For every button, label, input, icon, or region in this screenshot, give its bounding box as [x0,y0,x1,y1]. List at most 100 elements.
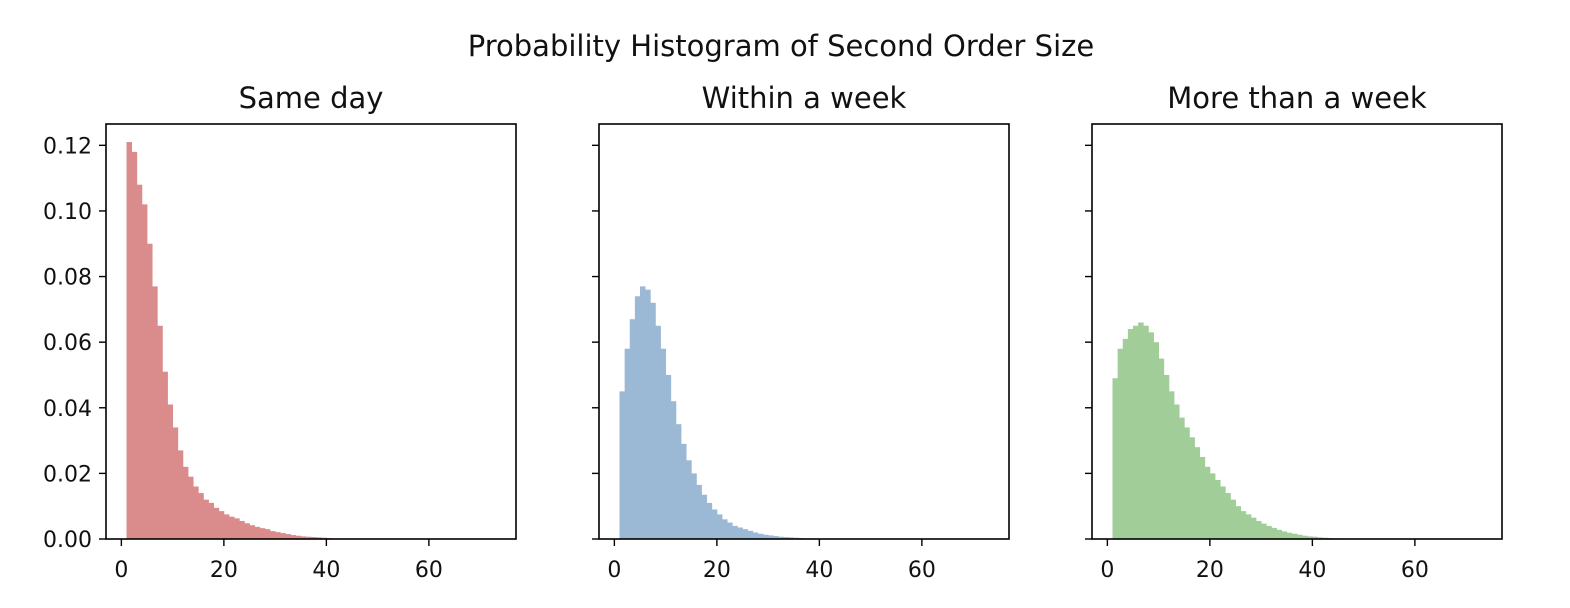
histogram-bar [152,286,158,539]
histogram-bar [634,296,641,539]
histogram-bar [1276,529,1283,539]
x-tick-label: 40 [1298,558,1326,583]
histogram-bar [650,302,656,539]
x-tick-label: 60 [908,558,936,583]
histogram-bar [1174,404,1180,539]
histogram-bar [681,443,687,539]
x-tick-label: 0 [1100,558,1114,583]
histogram-bar [270,531,276,539]
histogram-bar [1117,348,1124,539]
histogram-bar [1250,517,1257,539]
histogram-bar [1256,520,1262,539]
histogram-bar [1163,374,1170,539]
x-tick-label: 40 [805,558,833,583]
histogram-bar [157,325,163,539]
histogram-bar [229,516,235,539]
x-tick-label: 60 [1401,558,1429,583]
histogram-bar [1158,358,1165,539]
histogram-bar [1199,456,1206,539]
histogram-bar [1312,536,1318,539]
histogram-bar [167,404,174,539]
histogram-bar [147,243,153,540]
histogram-bar [686,460,692,539]
panel-more-than-a-week: More than a week 0 20 40 60 [1085,81,1503,583]
histogram-bar [316,537,322,539]
histogram-bar [1168,391,1175,539]
histogram-bar [1220,486,1226,539]
histogram-bar [660,348,667,539]
x-tick-label: 0 [607,558,621,583]
x-tick-label: 0 [114,558,128,583]
histogram-bar [747,530,754,539]
axes-frame [105,123,517,540]
histogram-bar [162,371,168,539]
histogram-bar [1189,437,1195,539]
histogram-bar [1215,479,1221,539]
axes-frame [1091,123,1503,540]
histogram-bar [691,473,697,539]
histogram-bar [1148,332,1154,539]
histogram-bar [1184,427,1190,539]
histogram-bar [768,535,774,539]
histogram-bar [1281,531,1288,539]
histogram-bar [645,289,651,539]
histogram-bar [1266,525,1272,539]
histogram-bar [1291,533,1298,539]
histogram-bar [1138,322,1144,539]
histogram-bar [655,325,661,539]
histogram-bar [757,533,764,539]
histogram-bar [1225,493,1231,539]
x-tick-label: 40 [312,558,340,583]
histogram-bar [778,536,784,539]
histogram-bar [203,499,209,539]
histogram-bar [141,204,148,539]
histogram-bar [1179,417,1185,539]
histogram-bar [239,520,245,539]
histogram-bar [752,532,759,539]
histogram-bar [126,142,133,540]
histogram-bar [742,529,749,539]
histogram-bar [1245,514,1252,539]
histogram-bar [1240,511,1247,539]
histogram-bar [1127,329,1134,539]
histogram-bar [722,519,728,539]
figure-title: Probability Histogram of Second Order Si… [468,29,1094,63]
histogram-bar [1143,325,1149,539]
y-tick-label: 0.06 [43,331,92,356]
y-tick-label: 0.04 [43,397,92,422]
histogram-bar [300,536,307,539]
y-tick-label: 0.08 [43,266,92,291]
histogram-bar [254,526,261,539]
histogram-bar [1235,506,1242,539]
histogram-bar [285,534,291,539]
histogram-bar [290,535,297,539]
histogram-bar [640,286,646,539]
histogram-bar [701,494,708,539]
histogram-bar [136,184,143,539]
histogram-bar [696,484,702,539]
histogram-bar [280,533,286,539]
histogram-bar [259,528,266,539]
panel-within-a-week: Within a week 0 20 40 60 [592,81,1010,583]
histogram-bar [619,391,626,539]
y-tick-label: 0.02 [43,462,92,487]
histogram-bar [218,511,225,539]
histogram-bar [244,523,250,539]
histogram-bar [275,532,281,539]
histogram-bar [208,502,215,539]
y-tick-label: 0.10 [43,200,92,225]
histogram-bar [788,537,795,539]
histogram-bar [629,319,636,539]
histogram-bar [1153,342,1160,539]
histogram-bar [1133,325,1139,539]
panel-title-same-day: Same day [239,81,384,115]
histogram-bar [1204,466,1211,539]
histogram-bar [1317,537,1324,539]
panel-title-more-than-a-week: More than a week [1167,81,1427,115]
histogram-bar [177,450,184,539]
histogram-bar [249,525,256,539]
histogram-bar [188,476,194,539]
histogram-bar [1209,473,1216,539]
panel-same-day: Same day 0 20 40 60 0.00 0.02 0.04 0.06 0.08 0.10 0… [43,81,517,583]
